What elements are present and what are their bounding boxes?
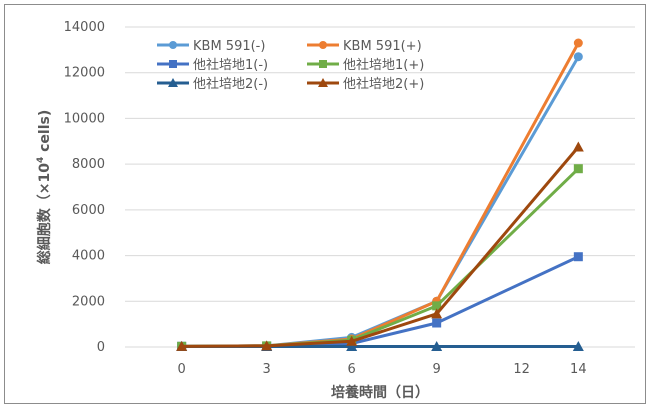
data-point [573,52,583,62]
data-point [573,164,583,174]
data-point [319,41,327,49]
x-axis-title: 培養時間（日） [331,384,429,401]
legend: KBM 591(-) KBM 591(+) 他社培地1(-) 他社培地1(+) 他社培地… [157,39,424,92]
data-point [431,308,443,319]
data-point [432,301,442,311]
gridlines [125,26,635,348]
legend-item: KBM 591(-) [157,39,265,54]
series-line [177,164,583,351]
line-chart: 0 2000 4000 6000 8000 10000 12000 14000 0 3 6 9 12 1… [36,20,635,401]
y-tick-label: 8000 [72,157,105,172]
x-tick-label: 9 [433,362,441,377]
data-point [572,141,584,152]
y-tick-label: 4000 [72,249,105,264]
series-path [181,55,580,348]
y-axis-title-main: 総細胞数（×10 [36,163,53,264]
x-tick-label: 12 [513,362,530,377]
data-point [261,340,273,351]
legend-item: 他社培地1(+) [307,57,424,73]
data-point [346,335,358,346]
legend-label: 他社培地2(-) [193,76,268,92]
data-point [319,60,327,68]
data-point [432,318,442,328]
series-layer [176,38,584,352]
y-axis-title-suffix: cells) [37,110,53,157]
series-line [177,52,583,351]
x-tick-label: 6 [348,362,356,377]
x-tick-labels: 0 3 6 9 12 14 [178,362,587,377]
legend-item: 他社培地1(-) [157,57,268,73]
y-tick-label: 12000 [64,66,105,81]
legend-item: KBM 591(+) [307,39,422,54]
data-point [431,341,443,352]
y-tick-label: 0 [97,340,105,355]
series-path [181,167,580,348]
data-point [168,78,178,87]
data-point [169,41,177,49]
x-tick-label: 0 [178,362,186,377]
y-axis-title-superscript: 4 [36,157,46,163]
y-tick-labels: 0 2000 4000 6000 8000 10000 12000 14000 [64,20,105,355]
legend-label: KBM 591(+) [343,39,422,54]
series-path [181,146,580,348]
legend-label: 他社培地1(-) [193,57,268,73]
data-point [318,78,328,87]
y-tick-label: 6000 [72,203,105,218]
data-point [346,341,358,352]
y-tick-label: 14000 [64,20,105,35]
y-tick-label: 10000 [64,111,105,126]
data-point [573,38,583,48]
y-axis-title: 総細胞数（×104 cells) [36,110,53,264]
data-point [169,60,177,68]
data-point [176,340,188,351]
legend-label: 他社培地1(+) [343,57,424,73]
legend-item: 他社培地2(+) [307,76,424,92]
x-tick-label: 14 [570,362,587,377]
y-tick-label: 2000 [72,294,105,309]
chart-frame: 0 2000 4000 6000 8000 10000 12000 14000 0 3 6 9 12 1… [4,4,646,404]
data-point [573,252,583,262]
data-point [572,341,584,352]
series-line [176,141,584,351]
legend-label: KBM 591(-) [193,39,265,54]
legend-label: 他社培地2(+) [343,76,424,92]
x-tick-label: 3 [263,362,271,377]
legend-item: 他社培地2(-) [157,76,268,92]
